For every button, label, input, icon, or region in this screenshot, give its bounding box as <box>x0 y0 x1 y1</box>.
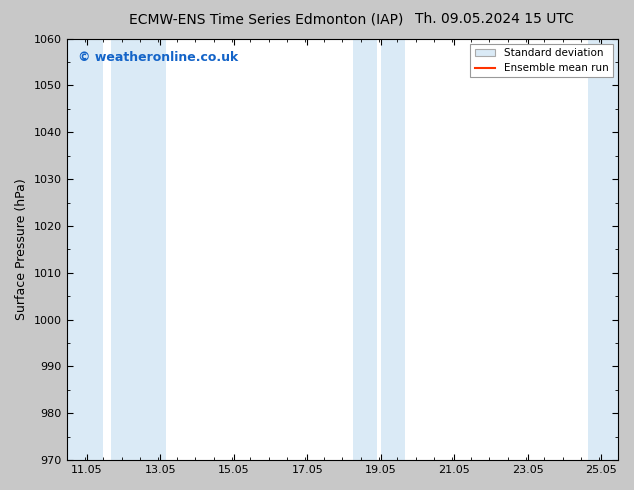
Bar <box>588 39 618 460</box>
Y-axis label: Surface Pressure (hPa): Surface Pressure (hPa) <box>15 178 28 320</box>
Text: © weatheronline.co.uk: © weatheronline.co.uk <box>77 51 238 64</box>
Text: ECMW-ENS Time Series Edmonton (IAP): ECMW-ENS Time Series Edmonton (IAP) <box>129 12 403 26</box>
Bar <box>67 39 103 460</box>
Bar <box>353 39 377 460</box>
Bar <box>111 39 165 460</box>
Text: Th. 09.05.2024 15 UTC: Th. 09.05.2024 15 UTC <box>415 12 574 26</box>
Bar <box>381 39 404 460</box>
Legend: Standard deviation, Ensemble mean run: Standard deviation, Ensemble mean run <box>470 44 612 77</box>
